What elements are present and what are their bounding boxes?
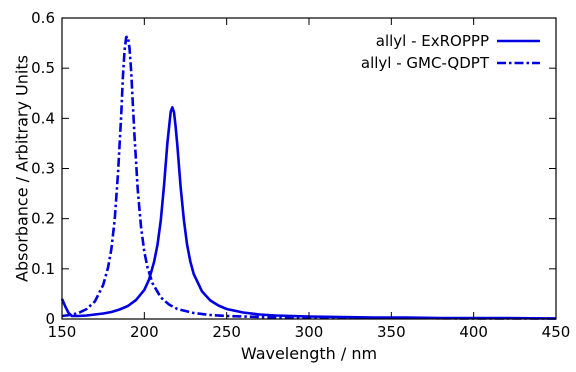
y-tick-label: 0 bbox=[45, 310, 55, 328]
x-tick-label: 400 bbox=[459, 323, 488, 341]
chart-ticks: 150 200 250 300 350 400 450 0 0.1 0.2 0.3 0.4 0.5 0.6 bbox=[31, 9, 570, 341]
y-axis-label: Absorbance / Arbitrary Units bbox=[13, 55, 32, 282]
x-axis-label: Wavelength / nm bbox=[241, 344, 377, 363]
legend-label-2: allyl - GMC-QDPT bbox=[361, 54, 490, 72]
x-tick-label: 150 bbox=[48, 323, 77, 341]
y-tick-label: 0.3 bbox=[31, 160, 55, 178]
y-tick-label: 0.4 bbox=[31, 109, 55, 127]
legend-label-1: allyl - ExROPPP bbox=[376, 32, 489, 50]
y-tick-label: 0.1 bbox=[31, 260, 55, 278]
y-tick-label: 0.5 bbox=[31, 59, 55, 77]
x-tick-label: 200 bbox=[130, 323, 159, 341]
series-line-2 bbox=[61, 35, 556, 320]
x-tick-label: 350 bbox=[377, 323, 406, 341]
chart-curves bbox=[60, 35, 557, 320]
series-line-1 bbox=[60, 106, 557, 320]
y-tick-label: 0.6 bbox=[31, 9, 55, 27]
x-tick-label: 300 bbox=[295, 323, 324, 341]
chart-legend: allyl - ExROPPP allyl - GMC-QDPT bbox=[361, 32, 540, 72]
x-tick-label: 250 bbox=[212, 323, 241, 341]
y-tick-label: 0.2 bbox=[31, 210, 55, 228]
x-tick-label: 450 bbox=[542, 323, 571, 341]
